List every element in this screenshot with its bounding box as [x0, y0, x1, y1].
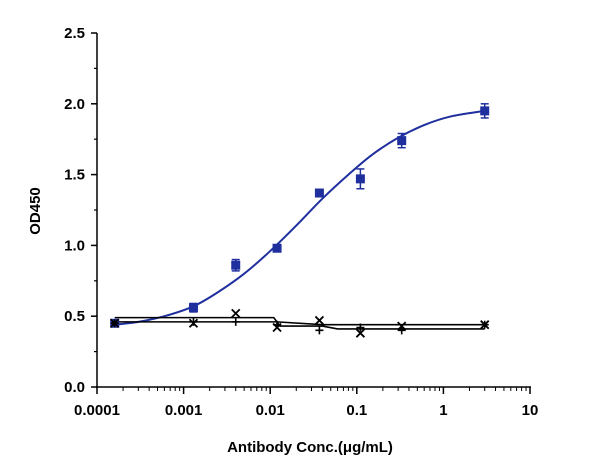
y-axis-title: OD450 [27, 187, 44, 235]
data-point-square [231, 260, 241, 270]
y-tick-label: 2.5 [64, 25, 85, 42]
x-tick-label: 0.01 [256, 402, 285, 419]
data-point-x [397, 321, 407, 331]
data-point-x [231, 308, 241, 319]
y-tick-label: 1.0 [64, 237, 85, 254]
data-point-x [355, 328, 366, 338]
fit-curve [114, 321, 485, 326]
x-tick-label: 10 [522, 402, 539, 419]
y-tick-label: 0.5 [64, 308, 85, 325]
x-tick-label: 0.1 [346, 402, 367, 419]
data-point-square [397, 136, 407, 146]
data-point-x [314, 315, 325, 326]
data-point-plus [273, 320, 282, 329]
x-tick-label: 0.0001 [74, 402, 120, 419]
fit-curve [114, 109, 485, 326]
x-tick-label: 0.001 [165, 402, 203, 419]
data-point-square [272, 243, 282, 253]
data-point-plus [110, 319, 119, 328]
data-point-square [314, 188, 324, 198]
data-point-square [188, 303, 198, 313]
data-point-plus [356, 323, 365, 332]
data-point-plus [397, 326, 406, 335]
data-markers [110, 106, 490, 338]
axes: 0.0 0.5 1.0 1.5 2.0 2.5 0.0001 0.001 0.01 0.1 1 10 [64, 25, 538, 419]
x-tick-label: 1 [439, 402, 447, 419]
y-tick-label: 2.0 [64, 96, 85, 113]
x-axis-title: Antibody Conc.(μg/mL) [227, 439, 393, 456]
data-point-square [355, 174, 365, 184]
data-point-plus [480, 320, 489, 329]
error-bars [110, 103, 489, 327]
data-point-plus [189, 317, 198, 326]
data-point-plus [315, 326, 324, 335]
y-tick-label: 0.0 [64, 379, 85, 396]
fit-curves [114, 109, 485, 330]
data-point-plus [231, 317, 240, 326]
fit-curve [114, 316, 485, 330]
data-point-square [480, 106, 490, 116]
y-tick-label: 1.5 [64, 167, 85, 184]
